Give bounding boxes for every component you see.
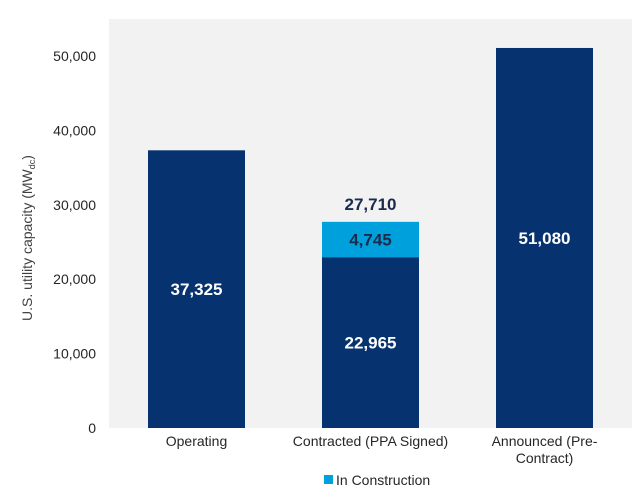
x-category-label: Operating xyxy=(166,433,227,449)
x-category-label: Contracted (PPA Signed) xyxy=(293,433,448,449)
bar-base xyxy=(322,257,419,428)
data-label: 4,745 xyxy=(349,230,392,249)
data-label: 51,080 xyxy=(519,229,571,248)
y-tick-label: 30,000 xyxy=(53,197,96,213)
legend-label-in-construction: In Construction xyxy=(336,472,430,488)
legend-swatch-in-construction xyxy=(324,475,333,484)
y-tick-label: 10,000 xyxy=(53,346,96,362)
bars: 37,325 22,965 4,745 27,710 51,080 xyxy=(148,47,593,428)
y-axis-ticks: 0 10,000 20,000 30,000 40,000 50,000 xyxy=(53,48,96,436)
x-axis-categories: Operating Contracted (PPA Signed) Announce… xyxy=(166,433,598,466)
x-category-label: Announced (Pre- xyxy=(492,433,598,449)
bar-in-construction xyxy=(322,221,419,258)
y-axis-label: U.S. utility capacity (MWdc) xyxy=(19,155,37,321)
bar-base xyxy=(496,47,593,428)
y-tick-label: 40,000 xyxy=(53,122,96,138)
data-label: 37,325 xyxy=(171,280,223,299)
data-label: 22,965 xyxy=(345,334,397,353)
total-label: 27,710 xyxy=(345,195,397,214)
y-tick-label: 20,000 xyxy=(53,271,96,287)
x-category-label: Contract) xyxy=(516,450,574,466)
y-tick-label: 0 xyxy=(88,420,96,436)
legend: In Construction xyxy=(324,472,430,488)
bar-base xyxy=(148,150,245,428)
y-tick-label: 50,000 xyxy=(53,48,96,64)
